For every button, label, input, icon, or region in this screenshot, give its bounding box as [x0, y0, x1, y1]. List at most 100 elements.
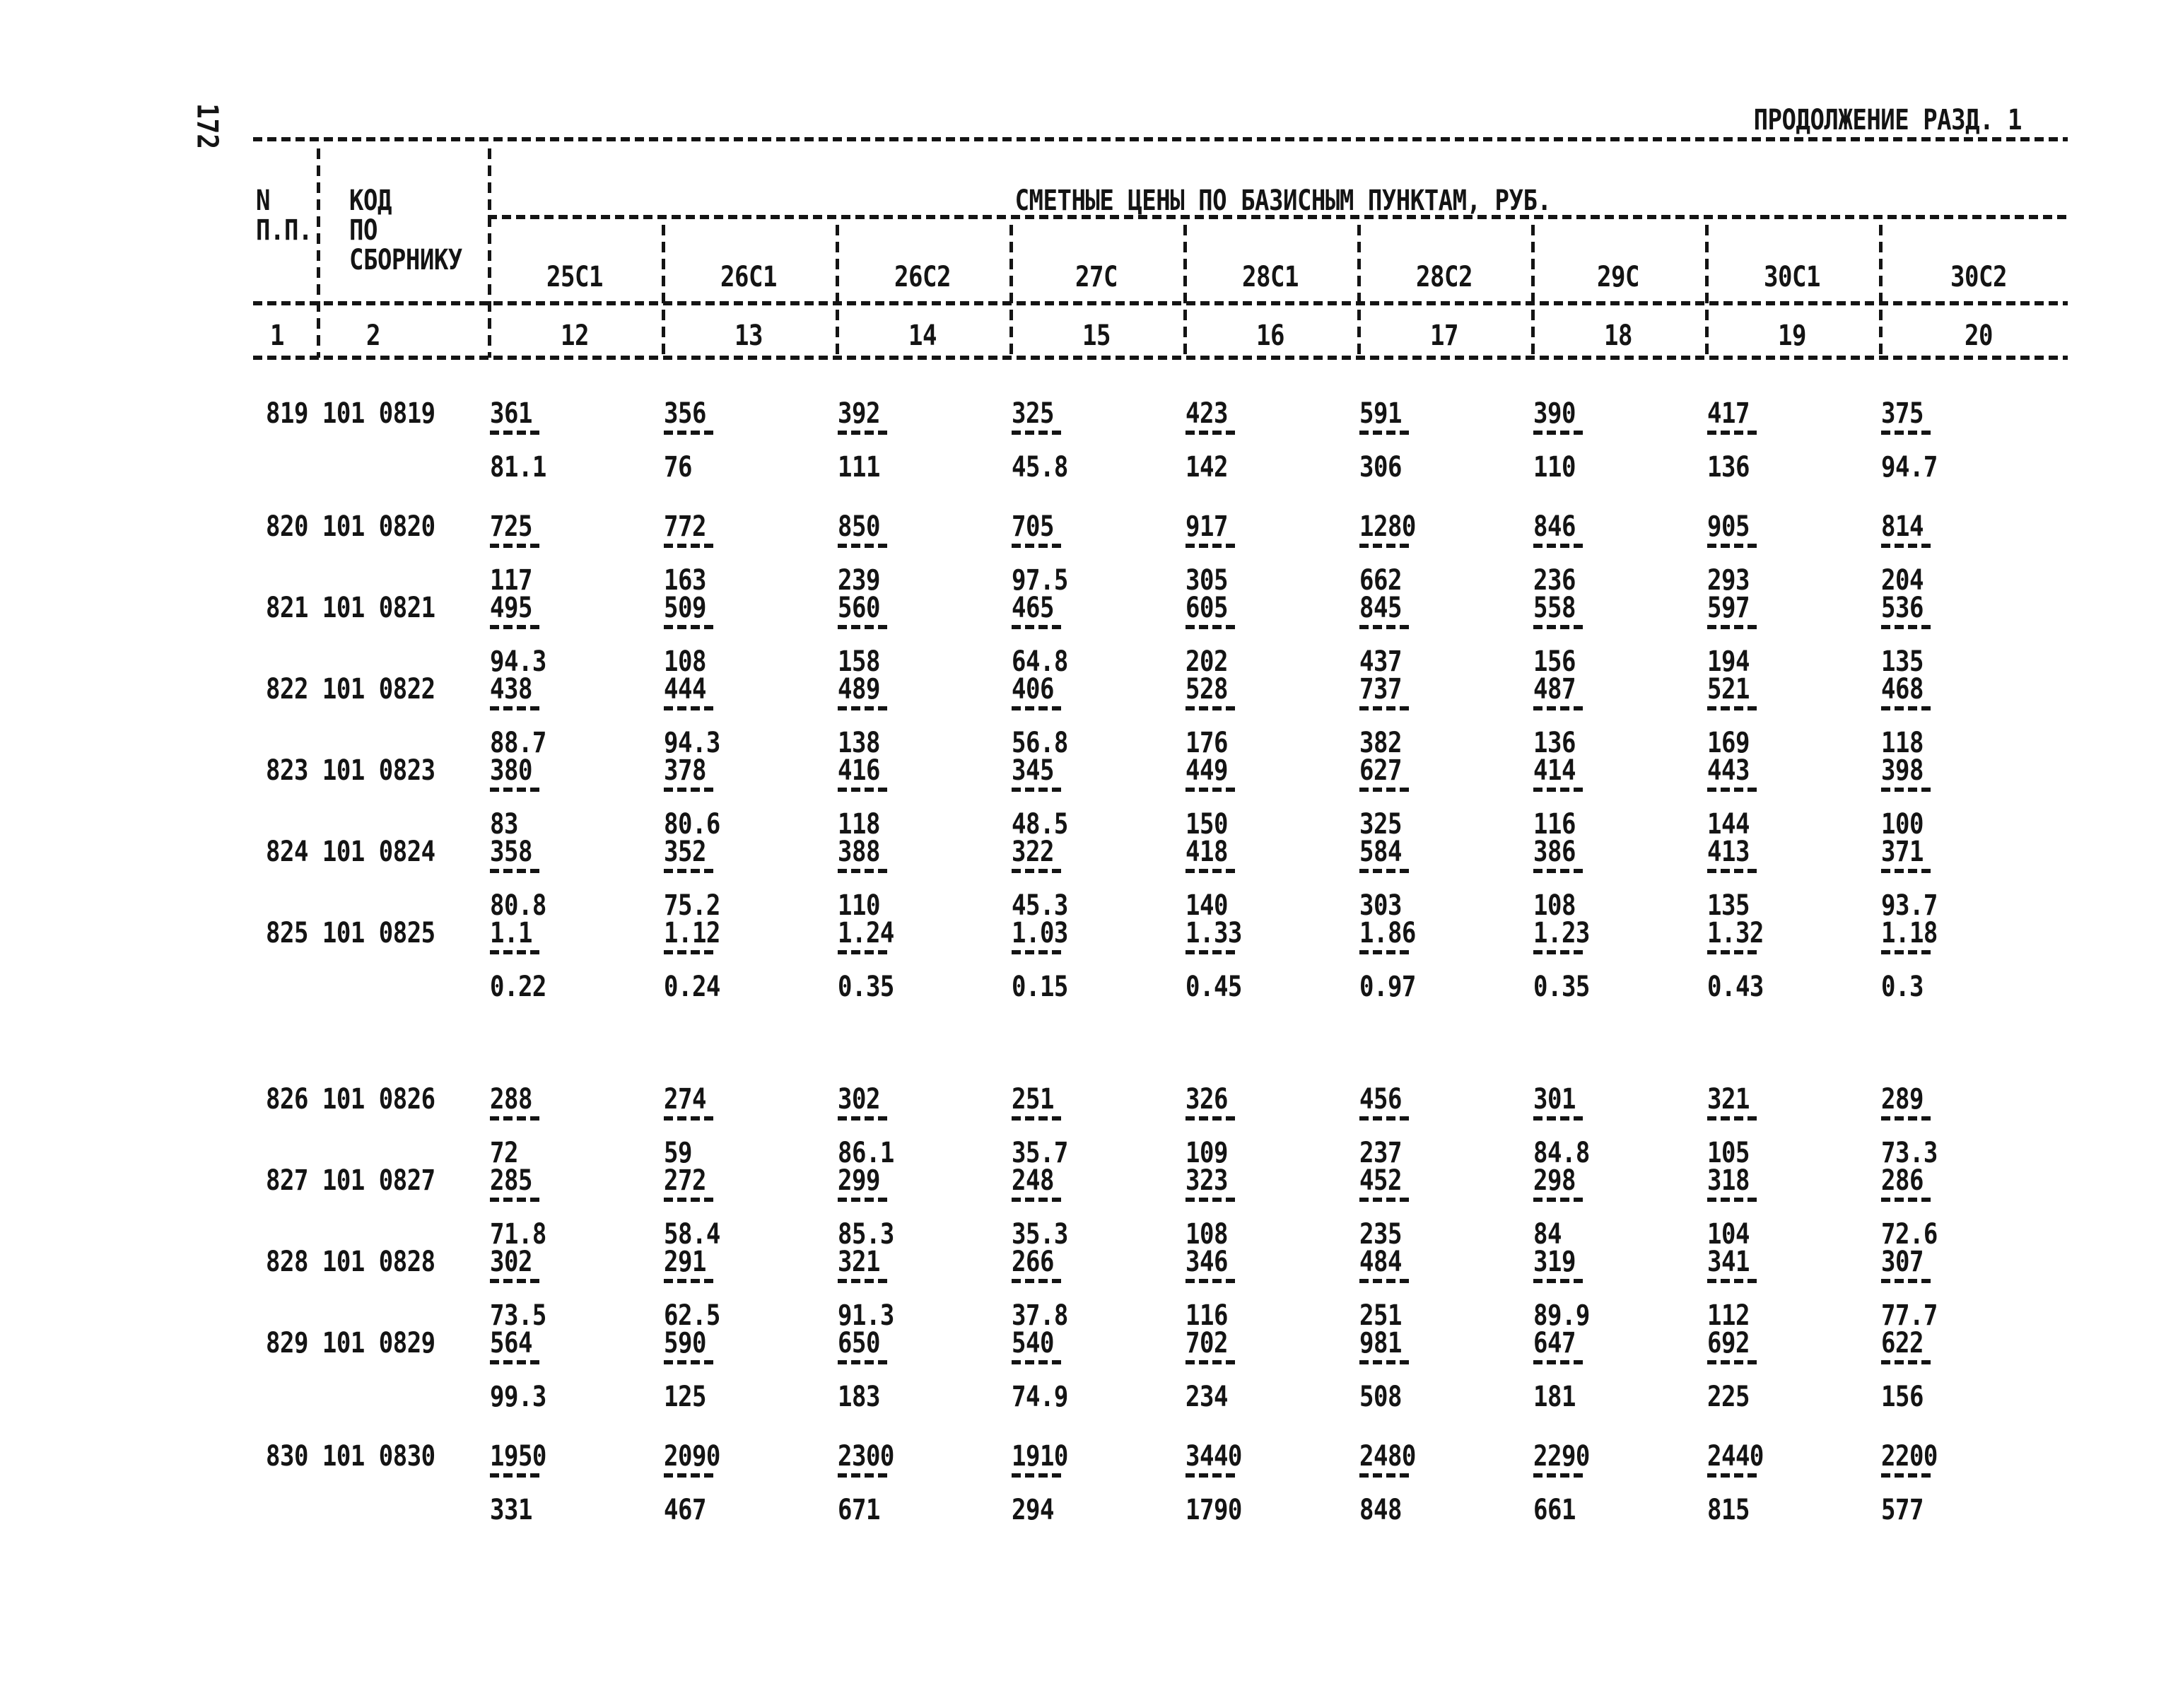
price-numerator: 414 [1533, 754, 1576, 788]
fraction-bar [838, 625, 891, 629]
column-header: 25С1 [546, 260, 603, 294]
fraction-bar [1012, 1198, 1065, 1202]
price-numerator: 386 [1533, 835, 1576, 869]
fraction-bar [1186, 1279, 1239, 1283]
price-denominator: 0.35 [838, 970, 894, 1004]
header-rule-bottom [253, 356, 2068, 360]
fraction-bar [1186, 706, 1239, 710]
fraction-bar [1012, 1279, 1065, 1283]
column-number: 18 [1604, 319, 1632, 353]
price-numerator: 1.24 [838, 916, 894, 950]
fraction-bar [664, 1116, 718, 1121]
column-header: 30С2 [1950, 260, 2007, 294]
price-numerator: 380 [490, 754, 532, 788]
price-denominator: 112 [1707, 1299, 1750, 1333]
fraction-bar [1533, 1116, 1587, 1121]
price-denominator: 156 [1881, 1380, 1924, 1414]
price-numerator: 814 [1881, 510, 1924, 544]
row-id: 826 101 0826 [266, 1082, 435, 1116]
price-numerator: 1.12 [664, 916, 720, 950]
price-numerator: 905 [1707, 510, 1750, 544]
price-numerator: 1.18 [1881, 916, 1938, 950]
column-separator [1357, 225, 1361, 358]
price-denominator: 331 [490, 1493, 532, 1527]
price-denominator: 116 [1186, 1299, 1228, 1333]
fraction-bar [1186, 788, 1239, 792]
fraction-bar [1359, 950, 1413, 954]
fraction-bar [1707, 431, 1761, 435]
fraction-bar [664, 950, 718, 954]
price-numerator: 326 [1186, 1082, 1228, 1116]
fraction-bar [1359, 788, 1413, 792]
fraction-bar [664, 431, 718, 435]
price-numerator: 272 [664, 1164, 706, 1198]
price-denominator: 577 [1881, 1493, 1924, 1527]
price-denominator: 72 [490, 1136, 518, 1170]
fraction-bar [1012, 950, 1065, 954]
row-id: 822 101 0822 [266, 672, 435, 706]
price-numerator: 346 [1186, 1245, 1228, 1279]
fraction-bar [1533, 1198, 1587, 1202]
price-denominator: 110 [1533, 450, 1576, 484]
fraction-bar [1533, 544, 1587, 548]
price-numerator: 251 [1012, 1082, 1054, 1116]
fraction-bar [838, 869, 891, 873]
price-numerator: 388 [838, 835, 880, 869]
group-title-rule [488, 215, 2068, 219]
fraction-bar [664, 1473, 718, 1478]
column-number: 19 [1778, 319, 1806, 353]
price-numerator: 590 [664, 1326, 706, 1360]
price-denominator: 86.1 [838, 1136, 894, 1170]
fraction-bar [490, 431, 544, 435]
column-number: 12 [561, 319, 589, 353]
fraction-bar [664, 788, 718, 792]
row-id: 830 101 0830 [266, 1439, 435, 1473]
price-denominator: 118 [1881, 726, 1924, 760]
price-denominator: 72.6 [1881, 1217, 1938, 1251]
price-numerator: 591 [1359, 397, 1402, 431]
price-denominator: 91.3 [838, 1299, 894, 1333]
price-numerator: 1.03 [1012, 916, 1068, 950]
fraction-bar [1186, 950, 1239, 954]
price-numerator: 288 [490, 1082, 532, 1116]
col-n-header-line1: N [256, 184, 270, 218]
price-denominator: 80.8 [490, 889, 546, 923]
header-rule-top [253, 137, 2068, 141]
price-denominator: 0.97 [1359, 970, 1416, 1004]
price-numerator: 1280 [1359, 510, 1416, 544]
column-header: 27С [1075, 260, 1118, 294]
price-denominator: 59 [664, 1136, 692, 1170]
fraction-bar [1707, 1473, 1761, 1478]
price-denominator: 94.7 [1881, 450, 1938, 484]
price-denominator: 85.3 [838, 1217, 894, 1251]
price-denominator: 35.7 [1012, 1136, 1068, 1170]
price-numerator: 378 [664, 754, 706, 788]
fraction-bar [490, 625, 544, 629]
price-denominator: 305 [1186, 563, 1228, 597]
fraction-bar [1359, 625, 1413, 629]
fraction-bar [1533, 788, 1587, 792]
price-numerator: 536 [1881, 591, 1924, 625]
column-separator [1009, 225, 1013, 358]
column-separator [488, 148, 491, 358]
fraction-bar [1533, 1279, 1587, 1283]
fraction-bar [1012, 625, 1065, 629]
column-header: 28С2 [1416, 260, 1473, 294]
fraction-bar [1012, 544, 1065, 548]
price-denominator: 661 [1533, 1493, 1576, 1527]
fraction-bar [664, 869, 718, 873]
price-denominator: 140 [1186, 889, 1228, 923]
fraction-bar [664, 544, 718, 548]
price-numerator: 2300 [838, 1439, 894, 1473]
price-denominator: 0.15 [1012, 970, 1068, 1004]
column-separator [1705, 225, 1709, 358]
fraction-bar [1186, 1198, 1239, 1202]
price-numerator: 325 [1012, 397, 1054, 431]
price-denominator: 234 [1186, 1380, 1228, 1414]
fraction-bar [1881, 544, 1935, 548]
price-numerator: 322 [1012, 835, 1054, 869]
fraction-bar [664, 706, 718, 710]
price-denominator: 294 [1012, 1493, 1054, 1527]
price-numerator: 356 [664, 397, 706, 431]
